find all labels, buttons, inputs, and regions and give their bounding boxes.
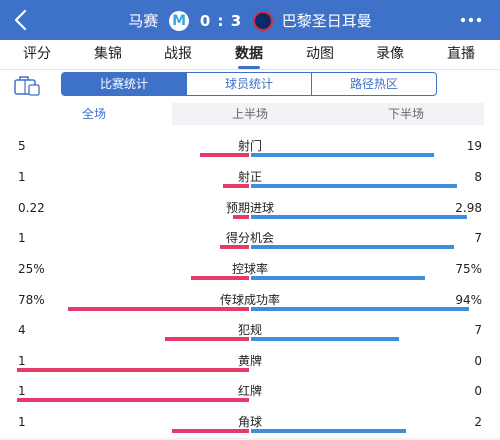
period-first-half[interactable]: 上半场 (231, 107, 268, 121)
stat-name: 控球率 (231, 262, 268, 276)
stat-row: 1 角球 2 (0, 414, 500, 440)
away-value: 94% (455, 293, 482, 307)
tab-gifs[interactable]: 动图 (306, 46, 334, 62)
home-value: 1 (18, 384, 26, 398)
stat-name: 射正 (237, 170, 262, 184)
tab-replay[interactable]: 录像 (376, 46, 404, 62)
stat-row: 1 射正 8 (0, 169, 500, 199)
away-bar (251, 215, 467, 219)
tab-data[interactable]: 数据 (235, 46, 263, 62)
tab-rating[interactable]: 评分 (23, 46, 51, 62)
home-bar (172, 429, 249, 433)
tab-report[interactable]: 战报 (164, 46, 192, 62)
stat-row: 4 犯规 7 (0, 322, 500, 352)
period-full-match[interactable]: 全场 (16, 103, 172, 125)
stat-row: 0.22 预期进球 2.98 (0, 200, 500, 230)
home-bar (165, 337, 249, 341)
away-value: 75% (455, 262, 482, 276)
away-team-name: 巴黎圣日耳曼 (281, 11, 372, 30)
away-bar (251, 307, 469, 311)
period-second-half[interactable]: 下半场 (387, 107, 424, 121)
home-bar (223, 184, 249, 188)
stat-row: 1 得分机会 7 (0, 230, 500, 260)
away-value: 7 (474, 231, 482, 245)
away-bar (251, 153, 434, 157)
home-team-name: 马赛 (128, 11, 159, 30)
stat-row: 78% 传球成功率 94% (0, 292, 500, 322)
stat-name: 犯规 (237, 323, 262, 337)
home-value: 1 (18, 354, 26, 368)
home-value: 1 (18, 415, 26, 429)
away-value: 2.98 (455, 201, 482, 215)
home-value: 1 (18, 231, 26, 245)
home-bar (17, 368, 249, 372)
stat-name: 红牌 (237, 384, 262, 398)
home-team-logo: M (169, 10, 190, 31)
home-value: 5 (18, 139, 26, 153)
period-selector: 全场 上半场 下半场 (16, 103, 484, 125)
stat-name: 射门 (237, 139, 262, 153)
away-value: 0 (474, 354, 482, 368)
away-team-logo (252, 10, 273, 31)
away-bar (251, 429, 406, 433)
more-options-icon[interactable] (456, 8, 486, 32)
home-value: 25% (18, 262, 45, 276)
tab-highlights[interactable]: 集锦 (94, 46, 122, 62)
home-value: 4 (18, 323, 26, 337)
pitch-layout-icon[interactable] (14, 76, 40, 96)
tab-player-stats[interactable]: 球员统计 (186, 72, 312, 96)
tab-live[interactable]: 直播 (447, 46, 475, 62)
stat-name: 角球 (237, 415, 262, 429)
away-bar (251, 337, 399, 341)
away-value: 7 (474, 323, 482, 337)
home-value: 0.22 (18, 201, 45, 215)
away-value: 19 (466, 139, 482, 153)
home-bar (68, 307, 249, 311)
home-bar (200, 153, 249, 157)
match-header: 马赛 M 0 : 3 巴黎圣日耳曼 (0, 0, 500, 40)
home-bar (233, 215, 249, 219)
stat-row: 25% 控球率 75% (0, 261, 500, 291)
home-value: 1 (18, 170, 26, 184)
away-bar (251, 245, 454, 249)
match-title: 马赛 M 0 : 3 巴黎圣日耳曼 (0, 9, 500, 31)
stat-name: 传球成功率 (219, 293, 280, 307)
home-bar (191, 276, 249, 280)
away-value: 2 (474, 415, 482, 429)
home-bar (220, 245, 249, 249)
away-bar (251, 184, 457, 188)
back-arrow-icon[interactable] (10, 8, 36, 32)
stat-name: 得分机会 (225, 231, 274, 245)
stat-row: 5 射门 19 (0, 138, 500, 168)
home-bar (17, 398, 249, 402)
away-value: 0 (474, 384, 482, 398)
stat-row: 1 红牌 0 (0, 383, 500, 413)
bottom-edge (0, 438, 500, 440)
away-value: 8 (474, 170, 482, 184)
active-tab-indicator (238, 66, 260, 69)
match-score: 0 : 3 (199, 11, 243, 30)
tab-match-stats[interactable]: 比赛统计 (61, 72, 187, 96)
tab-heatmap[interactable]: 路径热区 (311, 72, 437, 96)
home-value: 78% (18, 293, 45, 307)
away-bar (251, 276, 425, 280)
divider (0, 69, 500, 70)
stat-name: 黄牌 (237, 354, 262, 368)
stat-row: 1 黄牌 0 (0, 353, 500, 383)
stat-name: 预期进球 (225, 201, 274, 215)
section-tabs: 评分 集锦 战报 数据 动图 录像 直播 (0, 40, 500, 70)
